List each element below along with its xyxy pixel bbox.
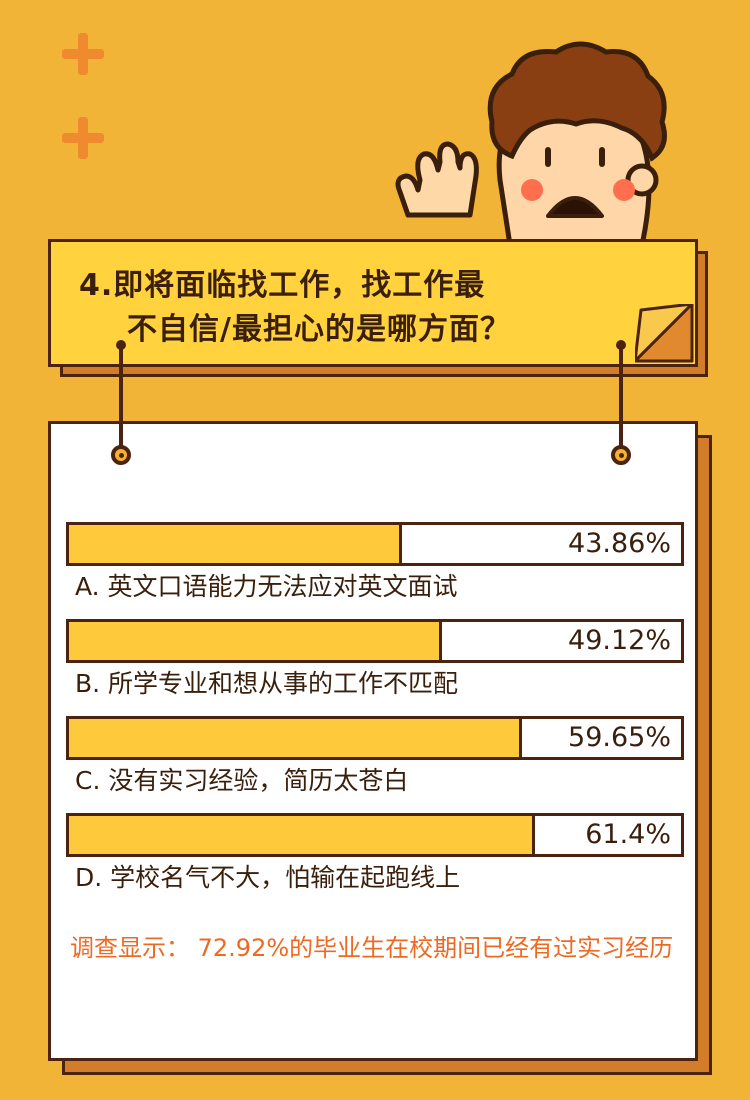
bar-category-label: B. 所学专业和想从事的工作不匹配 [75, 669, 459, 698]
question-title-card: 4.即将面临找工作，找工作最 不自信/最担心的是哪方面？ [48, 239, 698, 367]
question-title-line-2: 不自信/最担心的是哪方面？ [127, 312, 511, 347]
hanging-string [119, 344, 123, 448]
bar-value-label: 43.86% [568, 528, 671, 559]
bar-category-label: C. 没有实习经验，简历太苍白 [75, 766, 409, 795]
survey-note: 调查显示： 72.92%的毕业生在校期间已经有过实习经历 [70, 928, 682, 968]
face-icon [487, 41, 667, 248]
bar-track: 49.12% [66, 619, 684, 663]
question-title-line-1: 4.即将面临找工作，找工作最 [79, 268, 486, 303]
bar-value-label: 61.4% [585, 819, 671, 850]
raised-hand-icon [395, 141, 479, 218]
string-knot [616, 340, 626, 350]
hanging-ring-icon [611, 445, 631, 465]
survey-note-prefix: 调查显示： [70, 934, 190, 962]
bar-track: 43.86% [66, 522, 684, 566]
hanging-ring-icon [111, 445, 131, 465]
bar-category-label: A. 英文口语能力无法应对英文面试 [75, 572, 458, 601]
bar [69, 719, 522, 757]
hanging-string [619, 344, 623, 448]
folded-corner-icon [635, 304, 694, 363]
plus-decoration-icon [62, 33, 104, 75]
bar-value-label: 49.12% [568, 625, 671, 656]
bar [69, 525, 402, 563]
worried-character-illustration [395, 41, 667, 248]
question-title: 4.即将面临找工作，找工作最 不自信/最担心的是哪方面？ [79, 264, 639, 352]
bar-category-label: D. 学校名气不大，怕输在起跑线上 [75, 863, 461, 892]
string-knot [116, 340, 126, 350]
survey-note-text: 72.92%的毕业生在校期间已经有过实习经历 [197, 934, 674, 962]
bar [69, 622, 442, 660]
bar-track: 61.4% [66, 813, 684, 857]
plus-decoration-icon [62, 117, 104, 159]
bar-value-label: 59.65% [568, 722, 671, 753]
bar [69, 816, 535, 854]
bar-track: 59.65% [66, 716, 684, 760]
